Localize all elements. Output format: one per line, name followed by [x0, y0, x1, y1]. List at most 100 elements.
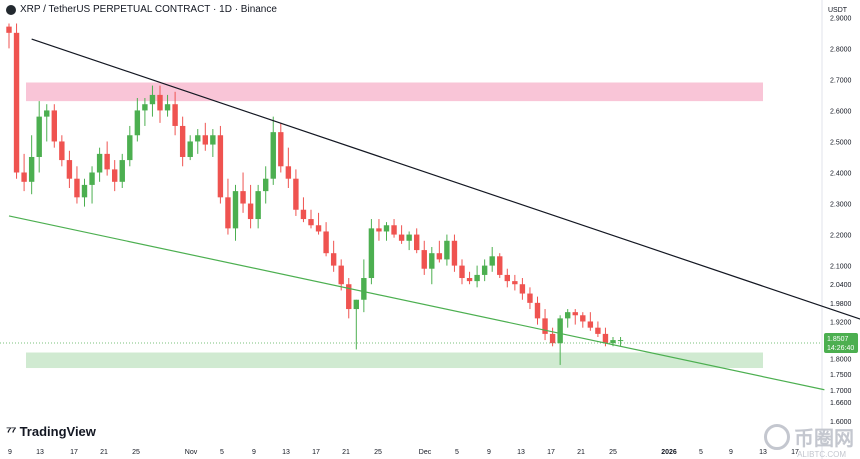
candle-body[interactable]	[308, 219, 314, 226]
candle-body[interactable]	[164, 104, 171, 111]
y-tick-label: 1.6000	[830, 419, 852, 426]
candle-body[interactable]	[104, 153, 110, 170]
candle-body[interactable]	[398, 234, 405, 241]
candle-body[interactable]	[595, 327, 601, 334]
candle-body[interactable]	[353, 299, 359, 310]
y-tick-label: 1.7000	[830, 388, 852, 395]
candle-body[interactable]	[225, 197, 231, 229]
candle-body[interactable]	[28, 156, 35, 182]
candle-body[interactable]	[542, 318, 548, 334]
candle-body[interactable]	[74, 178, 80, 198]
candle-body[interactable]	[391, 225, 397, 235]
candle-body[interactable]	[127, 135, 133, 161]
candle-body[interactable]	[21, 172, 27, 182]
candle-body[interactable]	[549, 333, 556, 344]
candle-body[interactable]	[610, 340, 616, 344]
candle-body[interactable]	[179, 125, 186, 157]
candle-body[interactable]	[263, 178, 269, 192]
candle-body[interactable]	[210, 135, 216, 145]
candle-body[interactable]	[580, 315, 586, 322]
candle-body[interactable]	[217, 135, 224, 198]
candle-body[interactable]	[376, 228, 382, 232]
candle-body[interactable]	[572, 312, 578, 316]
candle-body[interactable]	[565, 312, 571, 319]
candle-body[interactable]	[285, 166, 292, 179]
candle-body[interactable]	[323, 231, 329, 254]
candle-body[interactable]	[172, 104, 178, 126]
candle-body[interactable]	[96, 153, 103, 173]
x-tick-label: 5	[699, 449, 703, 456]
x-tick-label: 25	[132, 449, 140, 456]
candle-body[interactable]	[421, 250, 427, 269]
candle-body[interactable]	[270, 132, 276, 179]
xrp-coin-icon	[6, 4, 16, 15]
candle-body[interactable]	[504, 274, 510, 282]
candle-body[interactable]	[497, 256, 503, 275]
candle-body[interactable]	[368, 228, 375, 279]
candle-body[interactable]	[240, 191, 246, 204]
candle-body[interactable]	[278, 132, 284, 167]
candle-body[interactable]	[534, 302, 541, 319]
x-tick-label: 13	[282, 449, 290, 456]
candle-body[interactable]	[330, 253, 337, 266]
candle-body[interactable]	[459, 265, 465, 279]
candle-body[interactable]	[112, 169, 118, 182]
candle-body[interactable]	[13, 32, 20, 173]
candle-body[interactable]	[557, 318, 563, 344]
candle-body[interactable]	[481, 265, 488, 275]
candle-body[interactable]	[436, 253, 443, 260]
candle-body[interactable]	[195, 135, 201, 142]
candle-body[interactable]	[444, 240, 450, 260]
x-tick-label: 9	[252, 449, 256, 456]
candle-body[interactable]	[617, 340, 624, 342]
candle-body[interactable]	[134, 110, 141, 136]
candle-body[interactable]	[293, 178, 299, 210]
lower-trendline[interactable]	[8, 215, 825, 391]
candle-body[interactable]	[59, 141, 65, 161]
candle-body[interactable]	[247, 203, 254, 220]
candle-body[interactable]	[527, 293, 533, 303]
y-tick-label: 2.2000	[830, 233, 852, 240]
candle-body[interactable]	[466, 278, 473, 282]
candle-body[interactable]	[346, 284, 352, 310]
candle-body[interactable]	[187, 141, 193, 157]
candle-body[interactable]	[202, 135, 208, 145]
candle-body[interactable]	[6, 26, 12, 33]
candle-body[interactable]	[406, 234, 412, 241]
x-tick-label: 17	[70, 449, 78, 456]
candle-body[interactable]	[300, 209, 307, 220]
candle-body[interactable]	[474, 274, 480, 282]
candle-body[interactable]	[519, 284, 526, 294]
tradingview-brand: ⁷⁷ TradingView	[6, 423, 96, 439]
x-tick-label: 21	[577, 449, 585, 456]
upper-trendline[interactable]	[31, 38, 860, 340]
candle-body[interactable]	[232, 191, 239, 229]
x-tick-label: 17	[791, 449, 799, 456]
x-tick-label: 5	[455, 449, 459, 456]
symbol-title[interactable]: XRP / TetherUS PERPETUAL CONTRACT · 1D ·…	[20, 4, 277, 15]
candle-body[interactable]	[338, 265, 344, 285]
candle-body[interactable]	[602, 333, 609, 344]
candle-body[interactable]	[157, 94, 163, 111]
candle-body[interactable]	[81, 184, 88, 198]
candle-body[interactable]	[119, 160, 125, 182]
candle-body[interactable]	[255, 191, 261, 220]
candle-body[interactable]	[383, 225, 390, 232]
candle-body[interactable]	[36, 116, 42, 157]
candle-body[interactable]	[315, 225, 322, 232]
candle-body[interactable]	[149, 94, 156, 105]
candle-body[interactable]	[451, 240, 458, 266]
candle-body[interactable]	[142, 104, 148, 111]
candle-body[interactable]	[361, 278, 367, 300]
candle-body[interactable]	[429, 253, 435, 269]
candle-body[interactable]	[489, 256, 495, 266]
candle-body[interactable]	[89, 172, 95, 185]
candle-body[interactable]	[587, 321, 594, 328]
y-tick-label: 2.9000	[830, 15, 852, 22]
candle-body[interactable]	[414, 234, 420, 251]
candle-body[interactable]	[44, 110, 50, 117]
candle-body[interactable]	[512, 281, 518, 285]
candle-body[interactable]	[66, 160, 73, 179]
candle-body[interactable]	[51, 110, 57, 142]
